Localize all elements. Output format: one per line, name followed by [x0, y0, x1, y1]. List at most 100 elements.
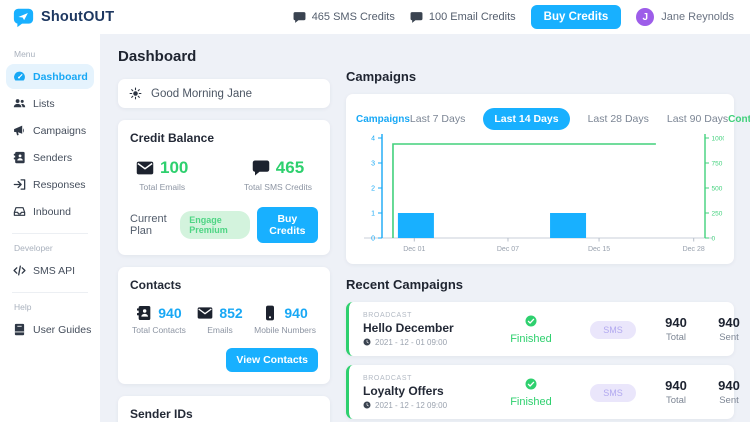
current-plan-label: Current Plan: [130, 213, 167, 237]
mobile-numbers-value: 940: [284, 305, 308, 321]
stat-total-label: Total: [665, 395, 687, 406]
page-title: Dashboard: [118, 48, 197, 65]
brand-name: ShoutOUT: [41, 9, 115, 25]
emails-stat: 852 Emails: [197, 305, 243, 335]
campaigns-section-title: Campaigns: [346, 69, 417, 84]
status-text: Finished: [510, 332, 552, 345]
greeting-card: Good Morning Jane: [118, 79, 330, 108]
total-emails-stat: 100 Total Emails: [136, 158, 188, 192]
stat-sent-value: 940: [718, 315, 740, 330]
svg-text:Dec 01: Dec 01: [403, 246, 425, 253]
contacts-title: Contacts: [130, 278, 182, 292]
tab-last-28-days[interactable]: Last 28 Days: [587, 113, 649, 125]
sidebar-item-dashboard[interactable]: Dashboard: [6, 64, 94, 89]
buy-credits-button[interactable]: Buy Credits: [530, 5, 622, 29]
sender-ids-card: Sender IDs ABCStore ABCLoyalty: [118, 396, 330, 422]
reply-arrow-icon: [13, 178, 26, 191]
sidebar-item-sms-api[interactable]: SMS API: [6, 258, 94, 283]
sidebar-divider: [12, 233, 88, 234]
channel-badge-wrap: SMS: [567, 320, 659, 339]
campaign-chart: 0 1 2 3 4 0 250 500 750 1000 Dec 01 Dec 07 Dec 15 Dec…: [356, 132, 724, 260]
stat-total: 940 Total: [659, 378, 693, 406]
svg-text:250: 250: [712, 211, 723, 218]
svg-text:Dec 15: Dec 15: [588, 246, 610, 253]
credit-balance-title: Credit Balance: [130, 131, 215, 145]
campaign-row-hello-december[interactable]: BROADCAST Hello December 2021 - 12 - 01 …: [346, 302, 740, 356]
sms-credits-label: 465 SMS Credits: [311, 11, 395, 23]
mobile-numbers-label: Mobile Numbers: [254, 325, 316, 335]
sidebar-item-user-guides[interactable]: User Guides: [6, 317, 94, 342]
stat-total-label: Total: [665, 332, 687, 343]
greeting-text: Good Morning Jane: [151, 87, 253, 100]
address-book-icon: [136, 305, 152, 321]
campaign-datetime-text: 2021 - 12 - 12 09:00: [375, 400, 448, 410]
sidebar-item-inbound[interactable]: Inbound: [6, 199, 94, 224]
campaign-name: Hello December: [363, 320, 454, 335]
sms-bubble-icon: [293, 11, 306, 24]
tab-last-90-days[interactable]: Last 90 Days: [666, 113, 729, 125]
inbox-icon: [13, 205, 26, 218]
svg-text:0: 0: [371, 236, 375, 243]
sidebar: Menu Dashboard Lists Campaigns Senders R…: [0, 34, 100, 422]
sidebar-item-responses[interactable]: Responses: [6, 172, 94, 197]
total-emails-label: Total Emails: [139, 182, 186, 192]
channel-badge-wrap: SMS: [567, 383, 659, 402]
sidebar-item-lists[interactable]: Lists: [6, 91, 94, 116]
sidebar-item-label: Dashboard: [33, 70, 88, 83]
right-axis-label: Contacts: [728, 113, 750, 125]
sidebar-item-campaigns[interactable]: Campaigns: [6, 118, 94, 143]
stat-sent-label: Sent: [719, 395, 739, 406]
total-contacts-label: Total Contacts: [132, 325, 186, 335]
campaign-datetime: 2021 - 12 - 01 09:00: [363, 338, 495, 347]
campaign-row-loyalty-offers[interactable]: BROADCAST Loyalty Offers 2021 - 12 - 12 …: [346, 365, 740, 419]
mobile-numbers-stat: 940 Mobile Numbers: [254, 305, 316, 335]
smartphone-icon: [262, 305, 278, 321]
gauge-icon: [13, 70, 26, 83]
campaign-datetime: 2021 - 12 - 12 09:00: [363, 401, 495, 410]
buy-credits-card-button[interactable]: Buy Credits: [256, 207, 318, 243]
tab-last-14-days[interactable]: Last 14 Days: [483, 108, 570, 130]
chart-range-tabs: Last 7 Days Last 14 Days Last 28 Days La…: [410, 108, 728, 130]
credit-balance-stats: 100 Total Emails 465 Total SMS Credits: [130, 158, 318, 192]
clock-icon: [363, 401, 371, 409]
finished-check-icon: [525, 315, 537, 327]
chat-bubble-icon: [252, 159, 270, 177]
channel-badge: SMS: [590, 383, 636, 402]
svg-text:Dec 28: Dec 28: [683, 246, 705, 253]
sun-icon: [129, 87, 142, 100]
book-icon: [13, 323, 26, 336]
recent-campaigns-title: Recent Campaigns: [346, 277, 464, 292]
finished-check-icon: [525, 378, 537, 390]
svg-text:1000: 1000: [712, 136, 725, 143]
address-book-icon: [13, 151, 26, 164]
main-content: Dashboard Good Morning Jane Credit Balan…: [100, 34, 750, 422]
email-credits: 100 Email Credits: [410, 11, 516, 24]
tab-last-7-days[interactable]: Last 7 Days: [409, 113, 466, 125]
user-menu[interactable]: J Jane Reynolds: [636, 8, 734, 26]
sidebar-item-senders[interactable]: Senders: [6, 145, 94, 170]
contacts-card: Contacts 940 Total Contacts 852 Emails: [118, 267, 330, 384]
svg-text:750: 750: [712, 161, 723, 168]
view-contacts-button[interactable]: View Contacts: [226, 348, 318, 372]
stat-sent-value: 940: [718, 378, 740, 393]
megaphone-icon: [13, 124, 26, 137]
sender-ids-title: Sender IDs: [130, 407, 193, 421]
campaign-stats: 940 Total 940 Sent 431 Clicked: [659, 315, 750, 343]
top-header: ShoutOUT 465 SMS Credits 100 Email Credi…: [0, 0, 750, 34]
emails-label: Emails: [207, 325, 233, 335]
campaign-status: Finished: [495, 377, 567, 408]
clock-icon: [363, 338, 371, 346]
total-contacts-stat: 940 Total Contacts: [132, 305, 186, 335]
sidebar-item-label: User Guides: [33, 323, 92, 336]
users-icon: [13, 97, 26, 110]
svg-text:3: 3: [371, 161, 375, 168]
right-column: Campaigns Campaigns Last 7 Days Last 14 …: [346, 44, 750, 422]
campaign-info: BROADCAST Hello December 2021 - 12 - 01 …: [363, 312, 495, 347]
sidebar-item-label: Inbound: [33, 205, 71, 218]
stat-sent: 940 Sent: [712, 378, 746, 406]
svg-text:2: 2: [371, 186, 375, 193]
emails-value: 852: [219, 305, 243, 321]
stat-sent-label: Sent: [719, 332, 739, 343]
campaign-datetime-text: 2021 - 12 - 01 09:00: [375, 337, 448, 347]
campaign-stats: 940 Total 940 Sent 684 Clicked: [659, 378, 750, 406]
